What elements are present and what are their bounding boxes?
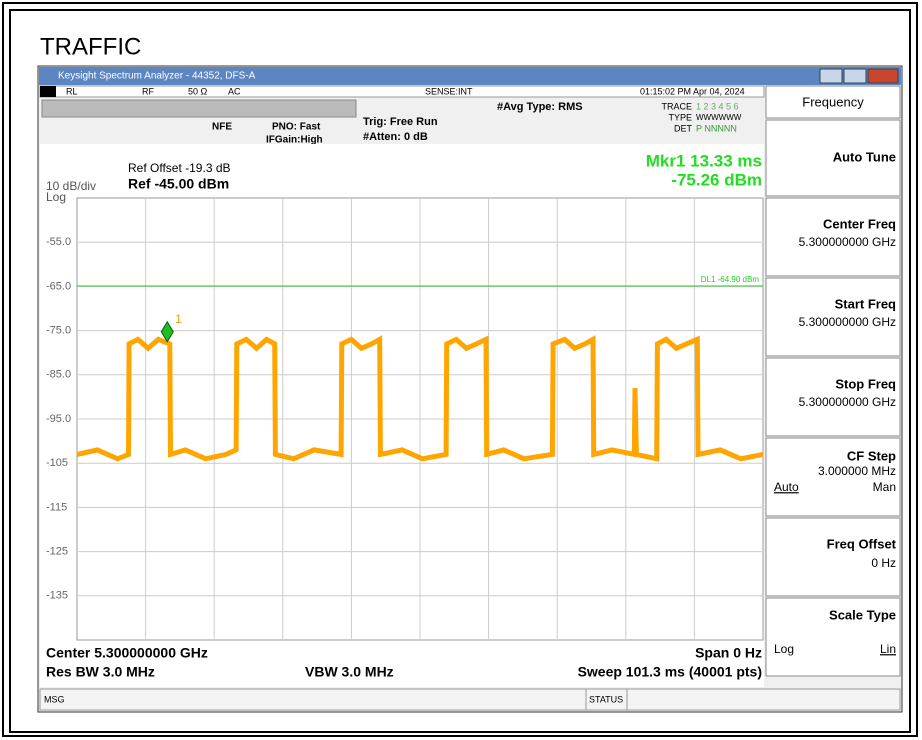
trace-label: TRACE [661,101,692,111]
det-label: DET [674,123,693,133]
softkey-label: Stop Freq [835,376,896,391]
menu-title-box [765,85,901,119]
minimize-button[interactable] [819,68,843,84]
status-coupling: AC [228,86,241,96]
avg-type: #Avg Type: RMS [497,101,583,113]
softkey[interactable] [765,119,901,197]
ref-level: Ref -45.00 dBm [128,176,229,192]
softkey-label: CF Step [847,448,896,463]
nfe: NFE [212,122,232,133]
y-tick-label: -105 [46,457,68,469]
restore-button[interactable] [843,68,867,84]
marker [160,320,174,343]
progress-bar [41,99,357,118]
softkey-option: Log [774,642,794,656]
y-tick-label: -65.0 [46,280,71,292]
y-tick-label: -135 [46,590,68,602]
rbw: Res BW 3.0 MHz [46,664,155,680]
softkey[interactable] [765,197,901,277]
center-freq: Center 5.300000000 GHz [46,645,208,661]
softkey[interactable] [765,597,901,677]
close-button[interactable] [867,68,899,84]
type-label: TYPE [668,112,692,122]
trace-nums: 1 2 3 4 5 6 [696,101,739,111]
softkey-label: Start Freq [835,296,896,311]
y-tick-label: -95.0 [46,413,71,425]
softkey[interactable] [765,277,901,357]
sweep: Sweep 101.3 ms (40001 pts) [578,664,762,680]
softkey[interactable] [765,517,901,597]
msg-label: MSG [44,694,65,704]
softkey-value: 5.300000000 GHz [799,395,896,409]
status-rf: RF [142,86,154,96]
softkey-panel: Frequency Auto Tune Center Freq 5.300000… [765,85,901,677]
atten: #Atten: 0 dB [363,131,428,143]
status-datetime: 01:15:02 PM Apr 04, 2024 [640,86,745,96]
det-value: P NNNNN [696,123,737,133]
vbw: VBW 3.0 MHz [305,664,394,680]
type-value: WWWWWW [696,113,742,122]
span: Span 0 Hz [695,645,762,661]
softkey-label: Scale Type [829,607,896,622]
scale-per-div: 10 dB/div [46,179,96,193]
status-rl: RL [66,86,78,96]
marker-label: 1 [175,312,182,326]
y-tick-label: -85.0 [46,369,71,381]
status-sense: SENSE:INT [425,86,473,96]
status-label: STATUS [589,694,623,704]
marker-level: -75.26 dBm [671,170,762,189]
status-icon [40,86,56,97]
trig: Trig: Free Run [363,116,438,128]
display-line-label: DL1 -64.90 dBm [701,275,760,284]
y-tick-label: -125 [46,546,68,558]
status-impedance: 50 Ω [188,86,208,96]
pno: PNO: Fast [272,122,321,133]
softkey-option: Auto [774,480,799,494]
softkey[interactable] [765,357,901,437]
y-tick-label: -75.0 [46,325,71,337]
marker-time: Mkr1 13.33 ms [646,151,762,170]
softkey[interactable] [765,437,901,517]
softkey-value: 5.300000000 GHz [799,315,896,329]
softkey-option: Lin [880,642,896,656]
trace [76,335,764,462]
menu-title: Frequency [802,94,864,109]
title-bar [39,67,901,85]
softkey-label: Center Freq [823,216,896,231]
softkey-value: 5.300000000 GHz [799,235,896,249]
window-title: Keysight Spectrum Analyzer - 44352, DFS-… [58,71,256,82]
ifgain: IFGain:High [266,135,323,146]
softkey-option: Man [873,480,896,494]
inner-frame [9,9,911,733]
scale-log: Log [46,190,66,204]
caption: TRAFFIC [40,33,141,60]
softkey-label: Freq Offset [827,536,897,551]
y-tick-label: -115 [46,501,67,513]
message-bar [39,688,901,711]
softkey-value: 3.000000 MHz [818,464,896,478]
softkey-value: 0 Hz [871,556,896,570]
ref-offset: Ref Offset -19.3 dB [128,161,231,175]
y-tick-label: -55.0 [46,236,71,248]
softkey-label: Auto Tune [833,149,896,164]
